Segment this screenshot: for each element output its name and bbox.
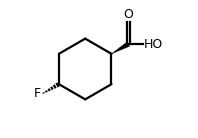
Text: O: O: [123, 8, 133, 21]
Text: F: F: [34, 87, 41, 100]
Polygon shape: [111, 42, 129, 54]
Text: HO: HO: [144, 38, 164, 51]
